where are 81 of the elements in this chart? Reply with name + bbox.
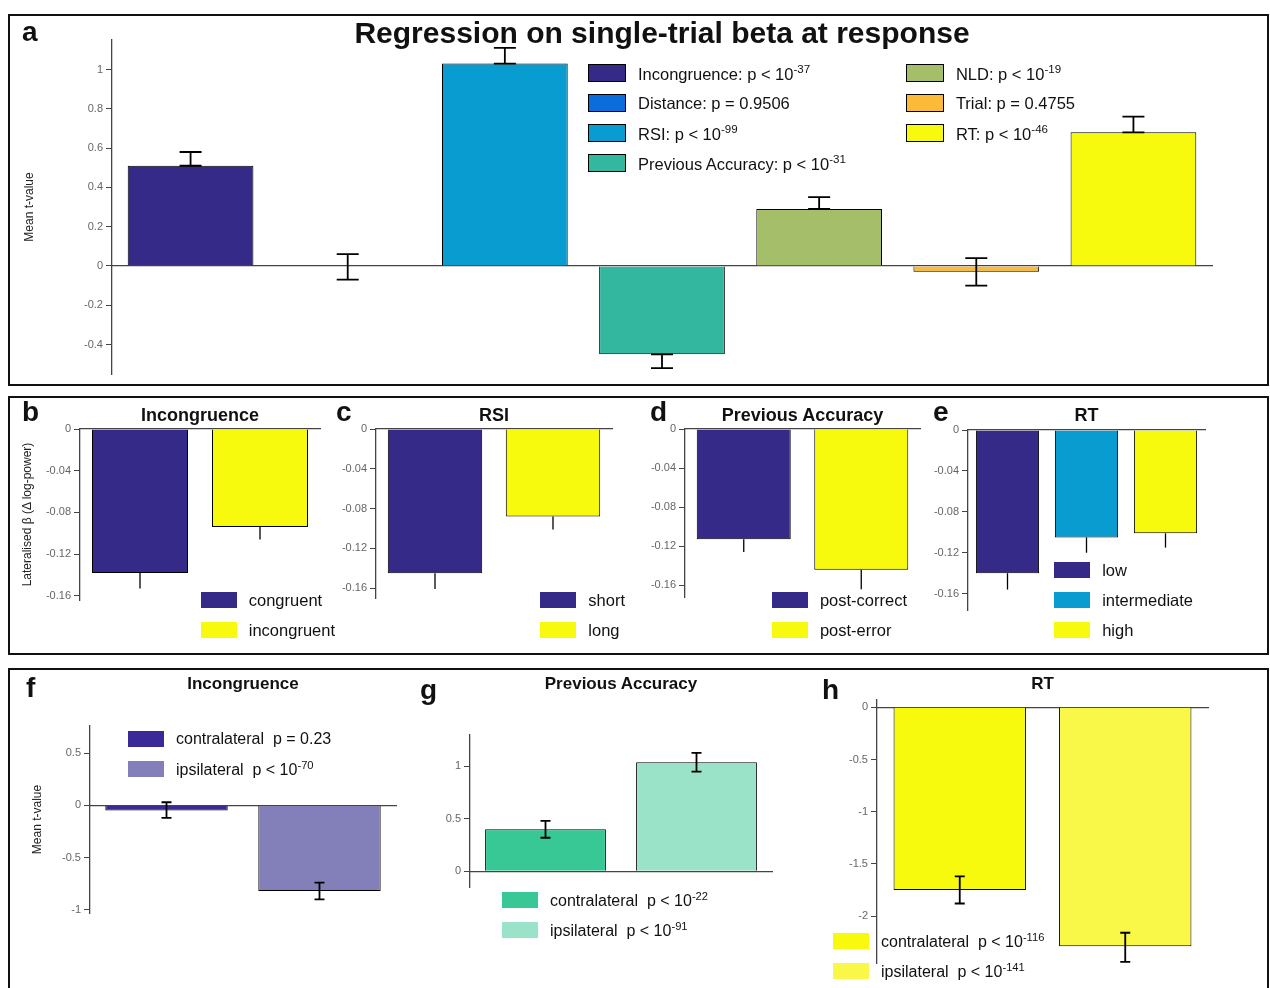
y-tick-label: -0.08: [45, 505, 71, 518]
legend-label: contralateral p < 10$^{-116}$: [881, 930, 1045, 952]
text: a: [22, 16, 38, 48]
y-tick-label: 1: [454, 759, 461, 772]
y-tick-label: -0.5: [849, 752, 868, 765]
y-tick-label: 0.5: [65, 746, 81, 759]
y-tick-label: 0: [454, 864, 461, 877]
legend-label: ipsilateral p < 10$^{-91}$: [550, 919, 688, 941]
y-tick-label: 0.8: [87, 101, 103, 114]
y-tick-label: -0.4: [84, 337, 103, 350]
legend-label: long: [588, 620, 620, 640]
y-tick-label: 0.4: [87, 180, 103, 193]
text: c: [336, 396, 352, 428]
y-axis-title: Mean t-value: [21, 171, 36, 242]
legend-label: ipsilateral p < 10$^{-70}$: [176, 758, 314, 780]
y-tick-label: 0.6: [87, 141, 103, 154]
y-tick-label: 0: [74, 798, 81, 811]
chart-title: Previous Accuracy: [721, 405, 884, 426]
legend-label: NLD: p < 10$^{-19}$: [955, 62, 1062, 84]
chart-title: RT: [1031, 674, 1054, 694]
y-tick-label: -0.16: [45, 588, 71, 601]
legend-label: ipsilateral p < 10$^{-141}$: [881, 960, 1025, 982]
text: b: [22, 396, 40, 428]
legend-label: post-error: [819, 620, 892, 640]
chart-title: RT: [1074, 405, 1099, 426]
legend-label: congruent: [248, 590, 323, 610]
text: e: [933, 396, 949, 428]
y-tick-label: -0.12: [45, 547, 71, 560]
y-tick-label: 0: [64, 422, 71, 435]
text: h: [822, 674, 840, 706]
y-axis-title: Mean t-value: [29, 784, 44, 855]
y-tick-label: 0: [952, 423, 959, 436]
y-tick-label: -0.04: [45, 463, 71, 476]
legend-label: incongruent: [248, 620, 335, 640]
y-tick-label: -1: [71, 902, 81, 915]
y-tick-label: -0.2: [84, 298, 103, 311]
y-tick-label: 0.5: [445, 811, 461, 824]
legend-label: post-correct: [819, 590, 907, 610]
legend-label: Previous Accuracy: p < 10$^{-31}$: [637, 152, 846, 174]
chart-title: Incongruence: [187, 674, 299, 694]
y-tick-label: -0.04: [933, 463, 959, 476]
y-tick-label: 0: [96, 258, 103, 271]
y-tick-label: -0.04: [341, 461, 367, 474]
y-tick-label: -0.16: [341, 581, 367, 594]
y-tick-label: 0.2: [87, 219, 103, 232]
legend-label: RT: p < 10$^{-46}$: [955, 122, 1048, 144]
legend-label: low: [1102, 560, 1127, 580]
chart-title: Regression on single-trial beta at response: [354, 16, 970, 50]
y-tick-label: -0.12: [341, 541, 367, 554]
legend-label: contralateral p = 0.23: [176, 730, 332, 748]
y-tick-label: -0.04: [650, 461, 676, 474]
text: d: [650, 396, 668, 428]
text: f: [26, 672, 36, 704]
legend-label: high: [1102, 620, 1134, 640]
legend-label: Incongruence: p < 10$^{-37}$: [637, 62, 811, 84]
y-tick-label: 1: [96, 62, 103, 75]
legend-label: short: [588, 590, 625, 610]
y-axis-title: Lateralised β (Δ log-power): [19, 442, 34, 587]
y-tick-label: -1.5: [849, 856, 868, 869]
y-tick-label: -0.12: [933, 545, 959, 558]
y-tick-label: -0.5: [62, 850, 81, 863]
legend-label: RSI: p < 10$^{-99}$: [637, 122, 738, 144]
y-tick-label: 0: [669, 422, 676, 435]
y-tick-label: -1: [858, 804, 868, 817]
chart-title: RSI: [478, 405, 510, 426]
legend-label: contralateral p < 10$^{-22}$: [550, 889, 709, 911]
y-tick-label: 0: [861, 700, 868, 713]
chart-title: Previous Accuracy: [544, 674, 698, 694]
legend-label: Distance: p = 0.9506: [637, 93, 790, 113]
y-tick-label: -2: [858, 909, 868, 922]
text: g: [420, 674, 438, 706]
y-tick-label: -0.12: [650, 539, 676, 552]
y-tick-label: 0: [360, 422, 367, 435]
chart-title: Incongruence: [140, 405, 260, 426]
y-tick-label: -0.08: [650, 500, 676, 513]
y-tick-label: -0.16: [933, 586, 959, 599]
legend-label: Trial: p = 0.4755: [955, 93, 1075, 113]
y-tick-label: -0.16: [650, 578, 676, 591]
y-tick-label: -0.08: [341, 501, 367, 514]
y-tick-label: -0.08: [933, 504, 959, 517]
legend-label: intermediate: [1102, 590, 1193, 610]
